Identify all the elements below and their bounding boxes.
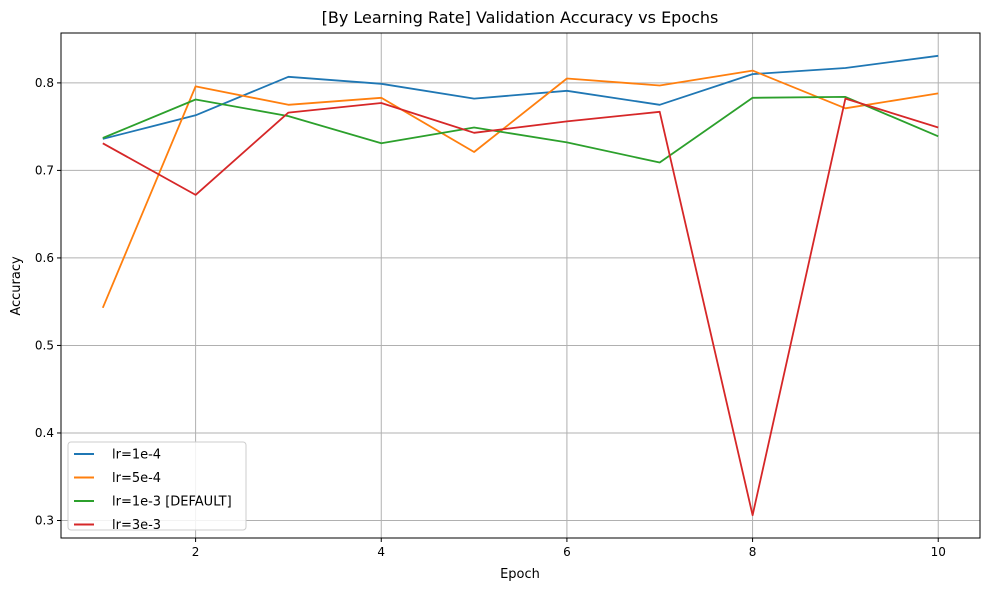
x-tick-label: 8 <box>749 545 757 559</box>
y-axis-title: Accuracy <box>9 256 24 316</box>
x-tick-label: 10 <box>931 545 946 559</box>
legend-label: lr=1e-3 [DEFAULT] <box>112 495 232 510</box>
legend-box <box>67 441 247 531</box>
x-tick-label: 6 <box>563 545 571 559</box>
y-tick-label: 0.6 <box>35 251 54 265</box>
plot-area-frame <box>60 32 981 539</box>
legend-label: lr=3e-3 <box>112 518 161 533</box>
series-line-1 <box>101 69 939 309</box>
chart-title: [By Learning Rate] Validation Accuracy v… <box>322 8 719 27</box>
x-tick-label: 4 <box>377 545 385 559</box>
y-tick-label: 0.7 <box>35 163 54 177</box>
x-axis: 2 4 6 8 10 <box>192 538 946 559</box>
series-lines <box>101 54 939 517</box>
y-tick-label: 0.3 <box>35 513 54 527</box>
x-axis-title: Epoch <box>500 567 540 582</box>
legend-label: lr=1e-4 <box>112 448 161 463</box>
series-line-2 <box>102 96 939 164</box>
y-tick-label: 0.4 <box>35 426 54 440</box>
x-tick-label: 2 <box>192 545 200 559</box>
series-line-3 <box>102 97 939 517</box>
y-tick-label: 0.5 <box>35 338 54 352</box>
legend-label: lr=5e-4 <box>112 471 161 486</box>
y-tick-label: 0.8 <box>35 76 54 90</box>
y-axis: 0.3 0.4 0.5 0.6 0.7 0.8 <box>35 76 61 527</box>
legend: lr=1e-4 lr=5e-4 lr=1e-3 [DEFAULT] lr=3e-3 <box>67 441 247 533</box>
